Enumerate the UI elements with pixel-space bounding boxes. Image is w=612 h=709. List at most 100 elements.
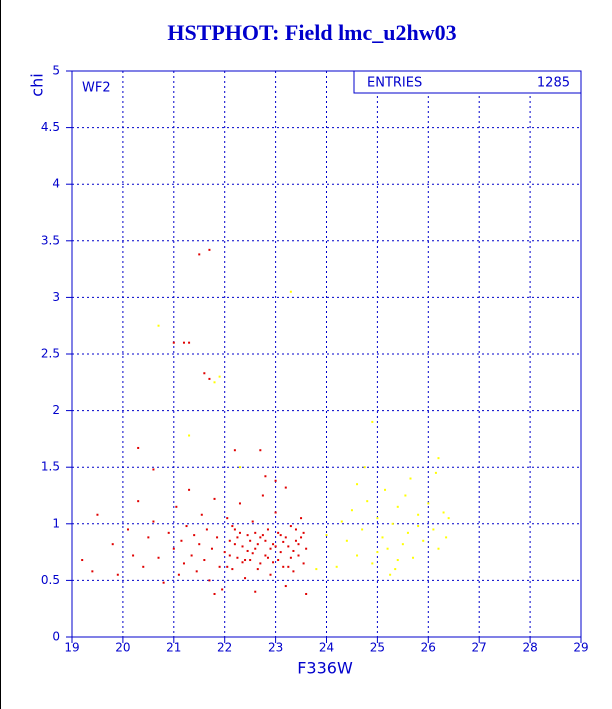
point (340, 520, 343, 523)
point (279, 551, 282, 554)
y-tick-label: 3.5 (41, 233, 60, 247)
point (213, 381, 216, 384)
y-tick-label: 1.5 (41, 460, 60, 474)
x-tick-label: 22 (217, 641, 232, 655)
x-axis-label: F336W (297, 659, 353, 678)
y-tick-label: 5 (52, 64, 60, 78)
point (292, 549, 295, 552)
point (188, 341, 191, 344)
point (228, 554, 231, 557)
point (208, 377, 211, 380)
y-tick-label: 0.5 (41, 573, 60, 587)
point (427, 502, 430, 505)
point (297, 543, 300, 546)
point (233, 528, 236, 531)
point (172, 547, 175, 550)
point (246, 534, 249, 537)
point (412, 556, 415, 559)
point (233, 543, 236, 546)
point (213, 592, 216, 595)
point (200, 513, 203, 516)
y-tick-label: 0 (52, 630, 60, 644)
point (177, 573, 180, 576)
stats-box (353, 70, 582, 94)
point (223, 551, 226, 554)
point (198, 253, 201, 256)
point (274, 545, 277, 548)
point (396, 505, 399, 508)
point (417, 513, 420, 516)
point (126, 528, 129, 531)
point (266, 528, 269, 531)
point (254, 590, 257, 593)
point (208, 248, 211, 251)
point (236, 556, 239, 559)
point (371, 562, 374, 565)
point (205, 528, 208, 531)
point (282, 565, 285, 568)
point (244, 559, 247, 562)
point (249, 539, 252, 542)
y-tick-label: 4.5 (41, 120, 60, 134)
point (96, 513, 99, 516)
point (289, 556, 292, 559)
point (185, 525, 188, 528)
point (376, 551, 379, 554)
point (261, 494, 264, 497)
point (157, 324, 160, 327)
point (180, 539, 183, 542)
point (238, 466, 241, 469)
point (409, 477, 412, 480)
x-tick-label: 19 (64, 641, 79, 655)
point (182, 341, 185, 344)
point (391, 522, 394, 525)
point (274, 511, 277, 514)
point (210, 547, 213, 550)
point (259, 562, 262, 565)
y-tick-label: 4 (52, 177, 60, 191)
point (238, 502, 241, 505)
point (157, 556, 160, 559)
point (389, 573, 392, 576)
point (335, 565, 338, 568)
point (325, 534, 328, 537)
point (264, 539, 267, 542)
point (302, 531, 305, 534)
point (287, 545, 290, 548)
point (266, 556, 269, 559)
point (437, 457, 440, 460)
point (203, 372, 206, 375)
point (279, 534, 282, 537)
y-axis-label: chi (28, 73, 47, 96)
point (289, 525, 292, 528)
x-tick-label: 20 (115, 641, 130, 655)
x-tick-label: 29 (573, 641, 588, 655)
point (208, 579, 211, 582)
x-tick-label: 23 (268, 641, 283, 655)
y-tick-label: 3 (52, 290, 60, 304)
point (394, 568, 397, 571)
point (256, 543, 259, 546)
point (244, 577, 247, 580)
point (269, 573, 272, 576)
point (132, 554, 135, 557)
point (218, 565, 221, 568)
point (251, 520, 254, 523)
point (361, 528, 364, 531)
point (269, 547, 272, 550)
point (284, 536, 287, 539)
point (116, 573, 119, 576)
point (434, 471, 437, 474)
point (406, 531, 409, 534)
point (445, 536, 448, 539)
point (81, 559, 84, 562)
point (238, 531, 241, 534)
point (188, 434, 191, 437)
plot-area (71, 70, 582, 638)
point (277, 531, 280, 534)
point (142, 565, 145, 568)
point (195, 570, 198, 573)
point (233, 449, 236, 452)
x-tick-label: 25 (370, 641, 385, 655)
point (182, 562, 185, 565)
